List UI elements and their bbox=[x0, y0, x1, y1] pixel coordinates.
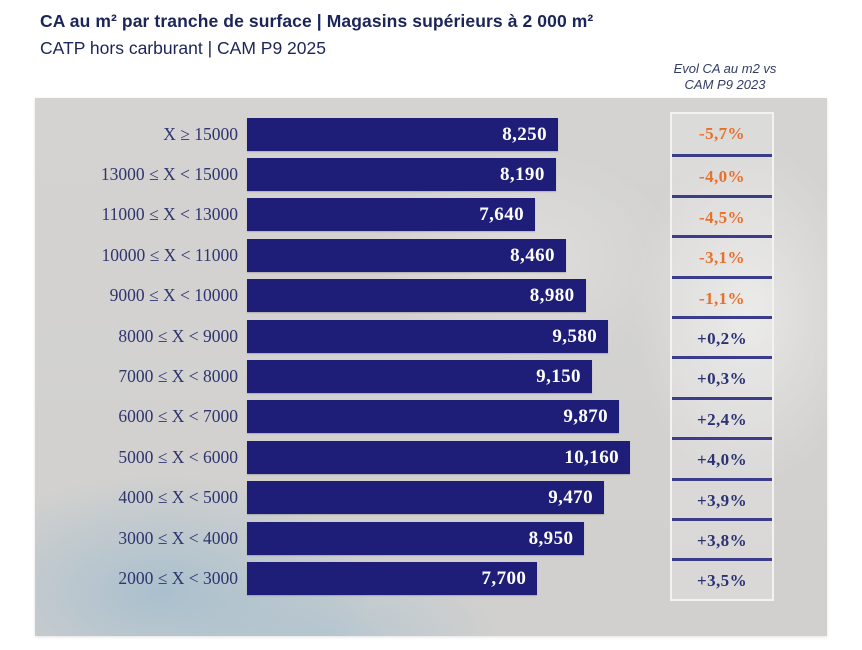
evolution-column-header-line1: Evol CA au m2 vs bbox=[673, 61, 777, 76]
bar-row: 9000 ≤ X < 10000 8,980 bbox=[35, 276, 827, 316]
bar-row: 13000 ≤ X < 15000 8,190 bbox=[35, 154, 827, 194]
evolution-column: -5,7% -4,0% -4,5% -3,1% -1,1% +0,2% +0,3% +2,4%… bbox=[670, 112, 774, 601]
bar-value-label: 9,870 bbox=[563, 406, 609, 428]
bar-row: 6000 ≤ X < 7000 9,870 bbox=[35, 397, 827, 437]
bar-value-label: 9,470 bbox=[548, 487, 593, 509]
bar-zone: 7,700 bbox=[247, 561, 630, 595]
bar-row: 8000 ≤ X < 9000 9,580 bbox=[35, 316, 827, 356]
evolution-cell: +3,5% bbox=[672, 558, 772, 598]
bar-value-label: 8,460 bbox=[510, 244, 555, 266]
bar-zone: 8,950 bbox=[247, 521, 630, 555]
evolution-cell: +2,4% bbox=[672, 396, 772, 437]
bar-row: 4000 ≤ X < 5000 9,470 bbox=[35, 478, 827, 518]
category-label: X ≥ 15000 bbox=[163, 123, 238, 144]
category-label: 5000 ≤ X < 6000 bbox=[118, 446, 238, 467]
bar: 8,460 bbox=[247, 238, 566, 272]
evolution-column-header: Evol CA au m2 vs CAM P9 2023 bbox=[630, 61, 820, 93]
chart-panel: X ≥ 15000 8,250 13000 ≤ X < 15000 8,190 1100… bbox=[35, 98, 827, 636]
bar: 7,640 bbox=[247, 198, 535, 232]
bar-value-label: 8,980 bbox=[529, 285, 575, 307]
evolution-cell: +0,2% bbox=[672, 315, 772, 356]
category-label: 7000 ≤ X < 8000 bbox=[118, 366, 238, 387]
evolution-cell: -4,5% bbox=[672, 194, 772, 235]
bar-zone: 8,250 bbox=[247, 117, 630, 151]
bar-zone: 9,150 bbox=[247, 360, 630, 394]
bar-rows: X ≥ 15000 8,250 13000 ≤ X < 15000 8,190 1100… bbox=[35, 114, 827, 599]
category-label: 3000 ≤ X < 4000 bbox=[118, 527, 238, 548]
bar-value-label: 9,150 bbox=[536, 366, 581, 388]
bar-zone: 8,460 bbox=[247, 238, 630, 272]
bar: 8,950 bbox=[247, 521, 585, 555]
bar-zone: 7,640 bbox=[247, 198, 630, 232]
category-label: 6000 ≤ X < 7000 bbox=[118, 406, 238, 427]
bar: 9,150 bbox=[247, 360, 592, 394]
chart-subtitle: CATP hors carburant | CAM P9 2025 bbox=[40, 38, 326, 58]
category-label: 13000 ≤ X < 15000 bbox=[100, 164, 238, 185]
bar-value-label: 7,640 bbox=[479, 204, 524, 226]
bar: 9,470 bbox=[247, 481, 604, 515]
bar-row: 3000 ≤ X < 4000 8,950 bbox=[35, 518, 827, 558]
evolution-column-header-line2: CAM P9 2023 bbox=[684, 77, 766, 92]
bar-row: 11000 ≤ X < 13000 7,640 bbox=[35, 195, 827, 235]
evolution-cell: +4,0% bbox=[672, 437, 772, 477]
category-label: 4000 ≤ X < 5000 bbox=[118, 487, 238, 508]
bar-value-label: 10,160 bbox=[564, 446, 619, 468]
bar: 9,580 bbox=[247, 319, 609, 353]
bar-zone: 9,580 bbox=[247, 319, 630, 353]
category-label: 8000 ≤ X < 9000 bbox=[118, 325, 238, 346]
evolution-cell: -4,0% bbox=[672, 154, 772, 194]
bar-zone: 8,190 bbox=[247, 158, 630, 192]
bar-zone: 8,980 bbox=[247, 279, 630, 313]
category-label: 10000 ≤ X < 11000 bbox=[101, 244, 238, 265]
bar-value-label: 9,580 bbox=[552, 325, 598, 347]
bar: 8,250 bbox=[247, 117, 558, 151]
evolution-cell: -3,1% bbox=[672, 235, 772, 275]
category-label: 2000 ≤ X < 3000 bbox=[118, 567, 238, 588]
bar: 8,980 bbox=[247, 279, 586, 313]
bar-value-label: 8,190 bbox=[499, 164, 545, 186]
bar-zone: 9,870 bbox=[247, 400, 630, 434]
bar: 10,160 bbox=[247, 440, 630, 474]
bar: 8,190 bbox=[247, 158, 556, 192]
category-label: 9000 ≤ X < 10000 bbox=[109, 285, 238, 306]
bar-row: 7000 ≤ X < 8000 9,150 bbox=[35, 356, 827, 396]
bar-value-label: 8,250 bbox=[502, 123, 547, 145]
bar: 9,870 bbox=[247, 400, 620, 434]
bar-zone: 10,160 bbox=[247, 440, 630, 474]
bar-row: X ≥ 15000 8,250 bbox=[35, 114, 827, 154]
bar-value-label: 8,950 bbox=[528, 527, 574, 549]
chart-title: CA au m² par tranche de surface | Magasi… bbox=[40, 11, 594, 31]
evolution-cell: +3,9% bbox=[672, 477, 772, 518]
evolution-cell: +0,3% bbox=[672, 356, 772, 396]
evolution-cell: -1,1% bbox=[672, 275, 772, 316]
evolution-cell: -5,7% bbox=[699, 124, 745, 143]
bar-value-label: 7,700 bbox=[481, 567, 527, 589]
evolution-cell: +3,8% bbox=[672, 517, 772, 558]
category-label: 11000 ≤ X < 13000 bbox=[101, 204, 238, 225]
bar-row: 5000 ≤ X < 6000 10,160 bbox=[35, 437, 827, 477]
bar-row: 2000 ≤ X < 3000 7,700 bbox=[35, 558, 827, 598]
bar-zone: 9,470 bbox=[247, 481, 630, 515]
bar: 7,700 bbox=[247, 561, 538, 595]
bar-row: 10000 ≤ X < 11000 8,460 bbox=[35, 235, 827, 275]
